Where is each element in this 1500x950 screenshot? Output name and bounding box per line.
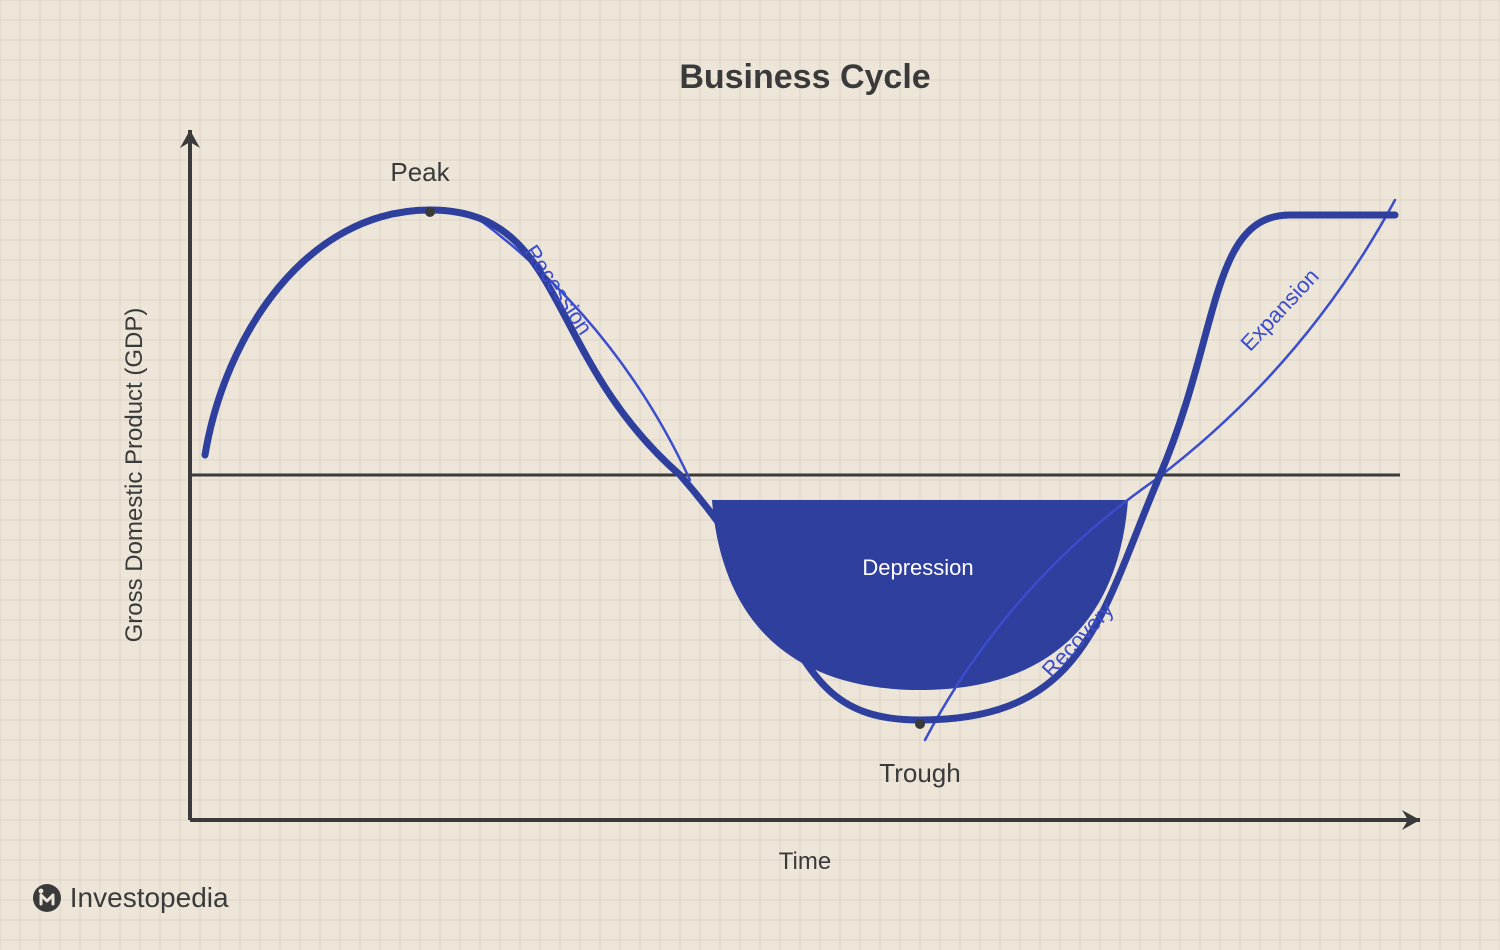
trough-dot	[915, 719, 925, 729]
y-axis-label: Gross Domestic Product (GDP)	[121, 308, 149, 643]
chart-diagram: Business Cycle Time Gross Domestic Produ…	[0, 0, 1500, 950]
depression-label: Depression	[862, 555, 973, 581]
source-logo-text: Investopedia	[70, 882, 229, 913]
annotation-peak: Peak	[390, 157, 449, 188]
investopedia-icon	[32, 883, 62, 913]
annotation-trough: Trough	[879, 758, 960, 789]
source-logo: Investopedia	[32, 882, 229, 914]
chart-title: Business Cycle	[679, 58, 930, 97]
chart-svg	[0, 0, 1500, 950]
peak-dot	[425, 207, 435, 217]
x-axis-label: Time	[779, 848, 831, 876]
